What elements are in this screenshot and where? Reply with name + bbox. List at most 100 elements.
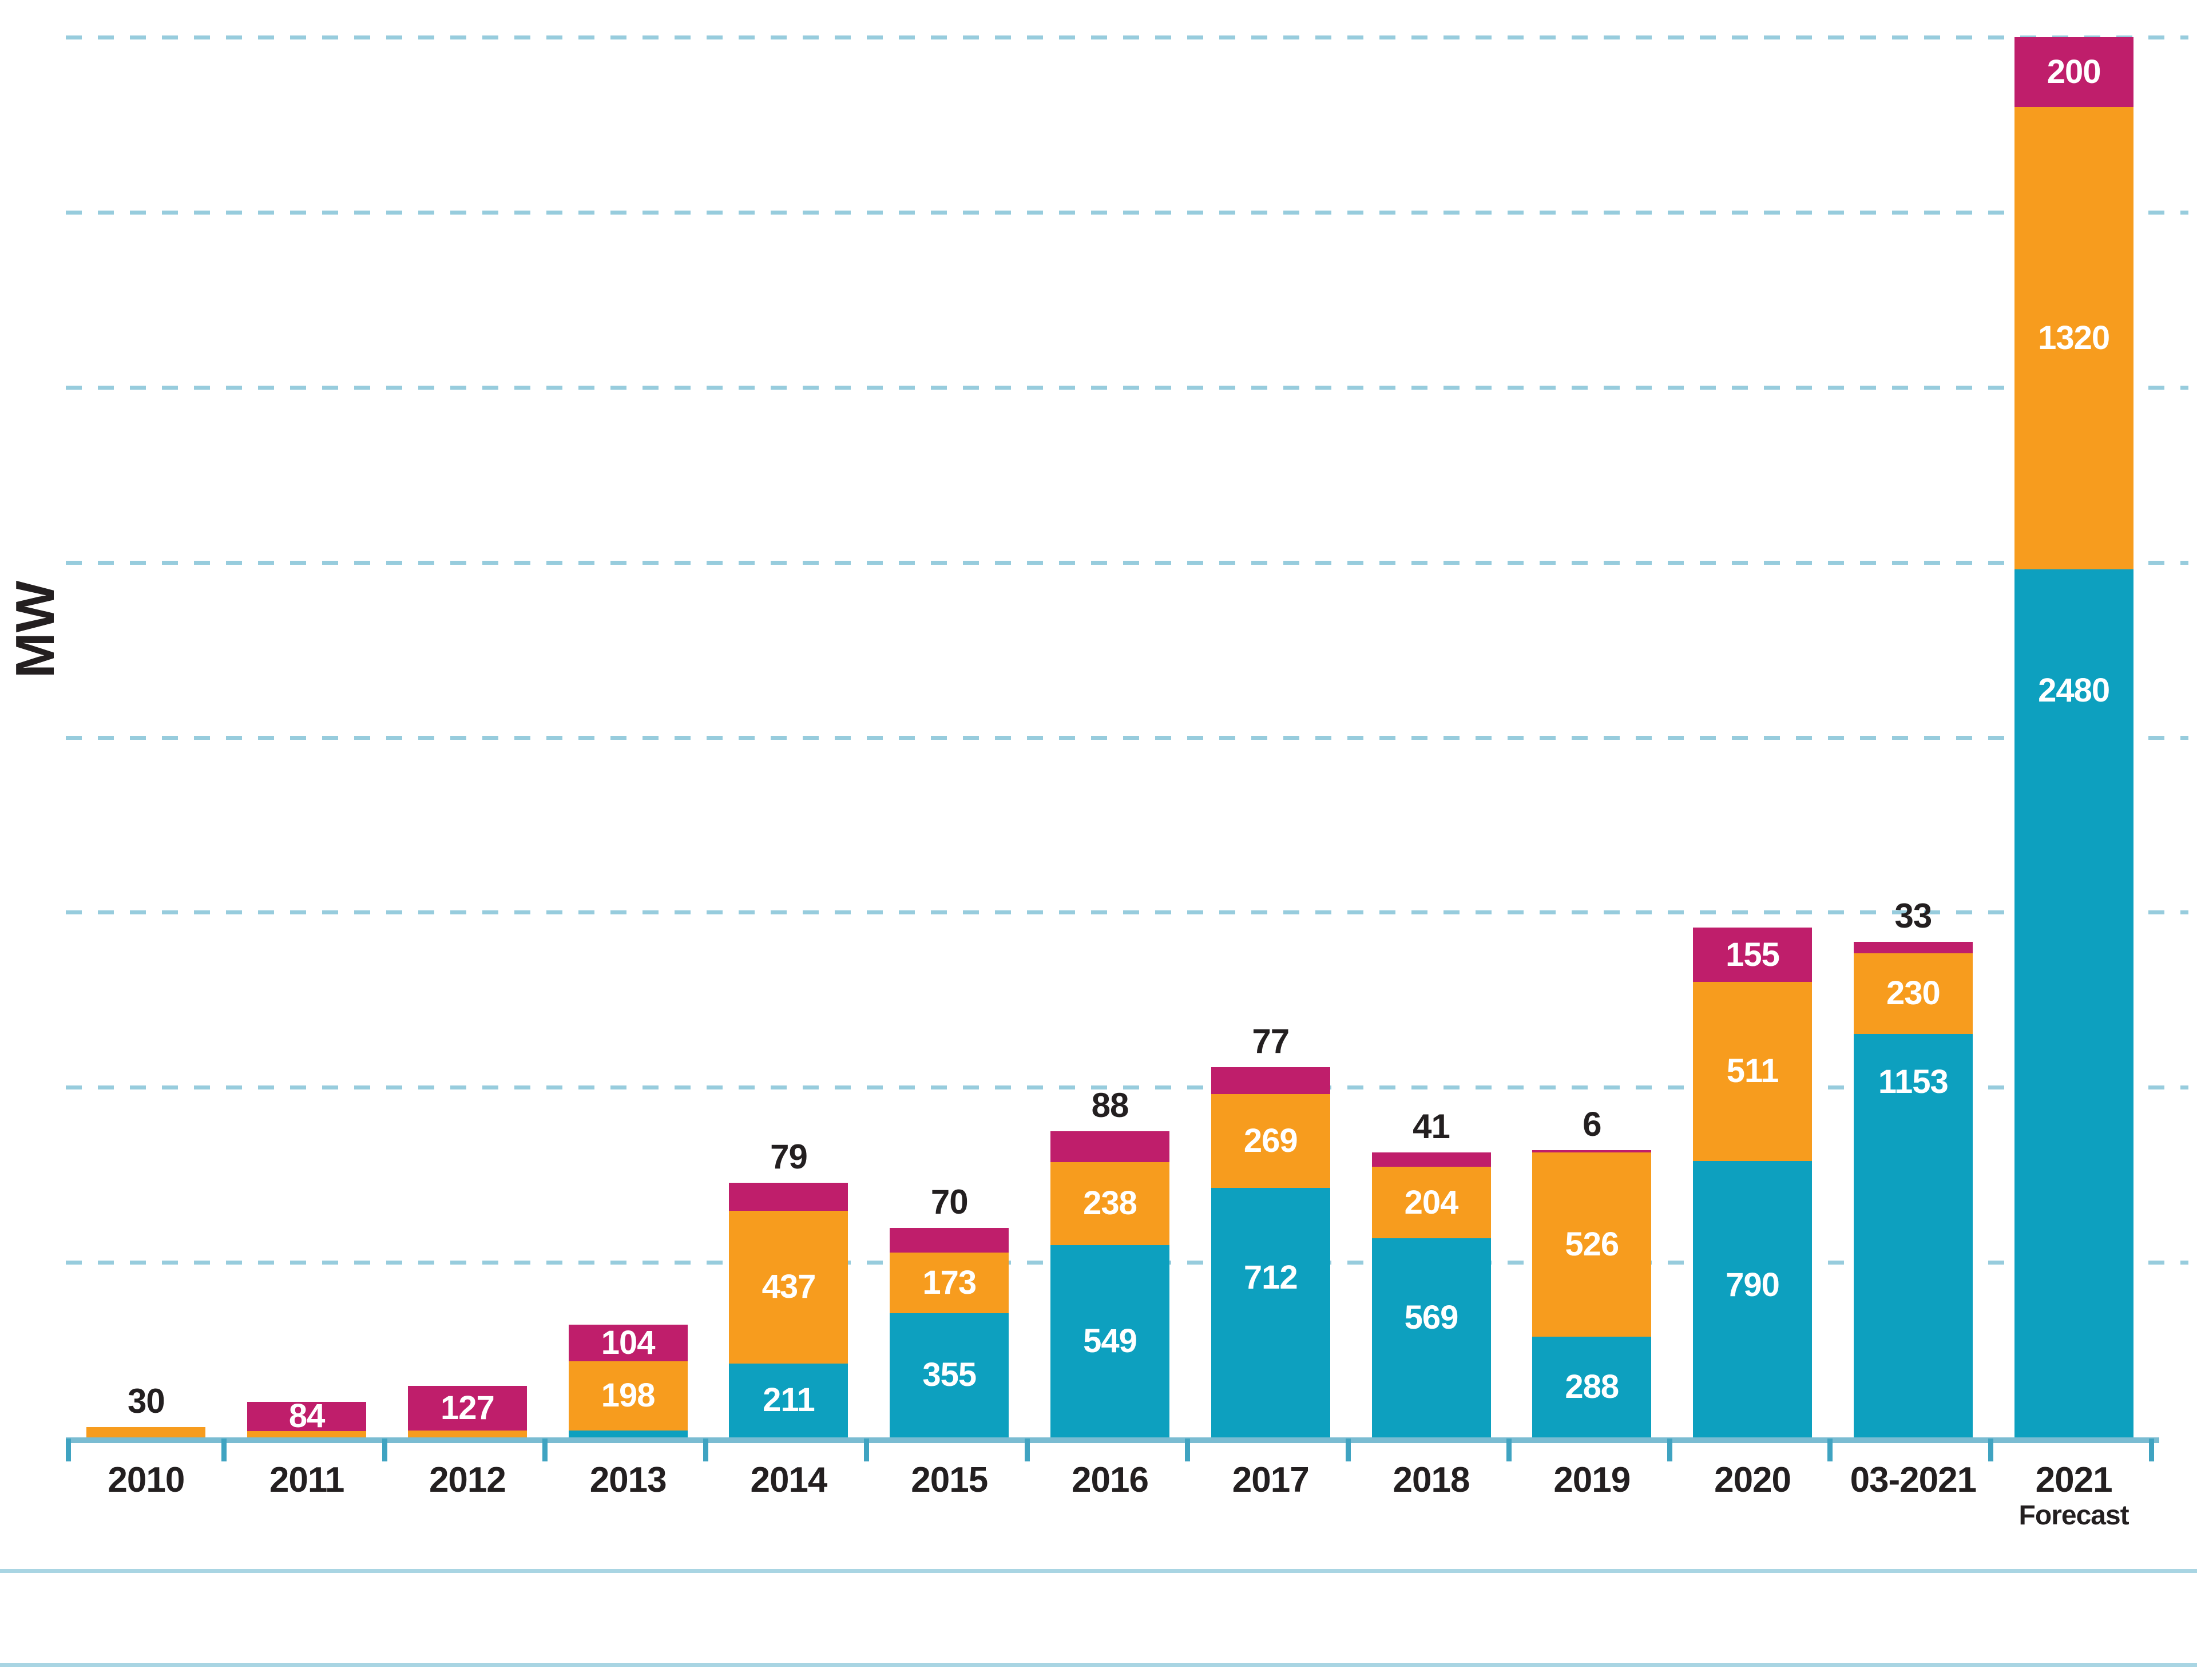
2014-solar-segment bbox=[729, 1363, 848, 1437]
2018-solar-segment bbox=[1371, 1238, 1491, 1437]
2017-other-segment bbox=[1211, 1067, 1330, 1094]
x-label-2014: 2014 bbox=[697, 1460, 881, 1500]
x-axis-tick-11 bbox=[1827, 1439, 1833, 1461]
gridline-1500 bbox=[66, 910, 2188, 915]
2010-outside-value: 30 bbox=[128, 1381, 165, 1420]
x-label-2012: 2012 bbox=[376, 1460, 560, 1500]
2015-other-segment bbox=[890, 1228, 1009, 1253]
2020-other-segment bbox=[1693, 928, 1813, 982]
x-label-line1: 2014 bbox=[750, 1460, 827, 1500]
x-label-2017: 2017 bbox=[1179, 1460, 1362, 1500]
03-2021-wind-value: 230 bbox=[1886, 974, 1941, 1012]
2012-other-segment bbox=[407, 1386, 527, 1431]
2013-solar-segment bbox=[568, 1430, 688, 1437]
2015-solar-value: 355 bbox=[922, 1356, 977, 1394]
2021-other-value: 200 bbox=[2047, 53, 2101, 91]
x-axis-tick-13 bbox=[2149, 1439, 2154, 1461]
2016-solar-segment bbox=[1050, 1245, 1169, 1437]
2016-outside-value: 88 bbox=[1091, 1085, 1129, 1124]
x-label-line1: 2011 bbox=[269, 1460, 345, 1500]
x-label-line1: 2021 bbox=[2035, 1460, 2113, 1500]
x-label-line1: 2016 bbox=[1072, 1460, 1149, 1500]
x-axis-tick-5 bbox=[863, 1439, 869, 1461]
plot-area: 30 2010 84 2011 127 2012 198 104 2013 211 437 79 201… bbox=[54, 35, 2188, 1531]
2019-outside-value: 6 bbox=[1583, 1105, 1601, 1144]
2018-wind-segment bbox=[1371, 1167, 1491, 1238]
2010-wind-segment bbox=[86, 1427, 206, 1437]
x-label-line2: Forecast bbox=[2018, 1500, 2129, 1531]
x-label-line1: 2012 bbox=[429, 1460, 506, 1500]
2018-wind-value: 204 bbox=[1404, 1183, 1459, 1221]
x-axis-tick-10 bbox=[1667, 1439, 1672, 1461]
x-label-2021: 2021 Forecast bbox=[1982, 1460, 2166, 1531]
x-axis-tick-4 bbox=[703, 1439, 709, 1461]
2017-wind-value: 269 bbox=[1243, 1122, 1298, 1160]
03-2021-wind-segment bbox=[1853, 953, 1973, 1034]
x-label-2013: 2013 bbox=[536, 1460, 720, 1500]
2011-other-value: 84 bbox=[288, 1397, 326, 1435]
2021-other-segment bbox=[2014, 37, 2133, 108]
2013-other-value: 104 bbox=[601, 1324, 656, 1361]
legend-divider-bottom bbox=[0, 1663, 2197, 1667]
2021-wind-segment bbox=[2014, 107, 2133, 569]
gridline-3500 bbox=[66, 210, 2188, 215]
03-2021-other-segment bbox=[1853, 941, 1973, 953]
gridline-2000 bbox=[66, 735, 2188, 740]
x-label-2018: 2018 bbox=[1339, 1460, 1523, 1500]
2016-solar-value: 549 bbox=[1083, 1322, 1137, 1360]
x-label-line1: 2018 bbox=[1393, 1460, 1470, 1500]
x-label-2010: 2010 bbox=[54, 1460, 238, 1500]
03-2021-outside-value: 33 bbox=[1894, 896, 1932, 935]
2014-wind-segment bbox=[729, 1210, 848, 1364]
gridline-2500 bbox=[66, 560, 2188, 565]
2011-other-segment bbox=[247, 1401, 367, 1431]
gridline-1000 bbox=[66, 1085, 2188, 1090]
2018-other-segment bbox=[1371, 1152, 1491, 1167]
x-label-2015: 2015 bbox=[858, 1460, 1041, 1500]
2021-solar-segment bbox=[2014, 569, 2133, 1437]
x-axis-tick-12 bbox=[1988, 1439, 1994, 1461]
x-axis-tick-6 bbox=[1024, 1439, 1030, 1461]
2017-wind-segment bbox=[1211, 1093, 1330, 1188]
x-label-03-2021: 03-2021 bbox=[1821, 1460, 2005, 1500]
x-label-line1: 2013 bbox=[589, 1460, 667, 1500]
gridline-3000 bbox=[66, 385, 2188, 390]
2016-other-segment bbox=[1050, 1131, 1169, 1162]
2018-solar-value: 569 bbox=[1404, 1299, 1459, 1337]
2019-wind-segment bbox=[1532, 1152, 1652, 1337]
legend-divider-top bbox=[0, 1569, 2197, 1573]
x-label-2016: 2016 bbox=[1018, 1460, 1202, 1500]
x-label-2011: 2011 bbox=[215, 1460, 399, 1500]
2017-solar-segment bbox=[1211, 1188, 1330, 1437]
2015-wind-segment bbox=[890, 1252, 1009, 1313]
x-label-line1: 2017 bbox=[1232, 1460, 1310, 1500]
2013-other-segment bbox=[568, 1325, 688, 1361]
2014-wind-value: 437 bbox=[762, 1268, 816, 1306]
2019-other-segment bbox=[1532, 1150, 1652, 1153]
2014-solar-value: 211 bbox=[763, 1381, 815, 1419]
2015-solar-segment bbox=[890, 1313, 1009, 1437]
2020-solar-segment bbox=[1693, 1160, 1813, 1437]
2019-solar-value: 288 bbox=[1565, 1368, 1619, 1405]
2013-wind-value: 198 bbox=[601, 1377, 656, 1414]
2018-outside-value: 41 bbox=[1413, 1107, 1450, 1146]
2012-other-value: 127 bbox=[441, 1389, 495, 1427]
2020-wind-segment bbox=[1693, 982, 1813, 1161]
gridline-4000 bbox=[66, 35, 2188, 39]
legend: SolarWindOther bbox=[0, 1569, 2197, 1663]
x-axis-tick-2 bbox=[382, 1439, 387, 1461]
x-label-2020: 2020 bbox=[1661, 1460, 1845, 1500]
03-2021-solar-value: 1153 bbox=[1878, 1063, 1949, 1101]
2020-wind-value: 511 bbox=[1726, 1052, 1779, 1090]
2012-wind-segment bbox=[407, 1430, 527, 1437]
2016-wind-segment bbox=[1050, 1162, 1169, 1246]
x-label-line1: 2019 bbox=[1553, 1460, 1631, 1500]
x-axis-tick-1 bbox=[221, 1439, 227, 1461]
2020-other-value: 155 bbox=[1726, 936, 1780, 973]
2013-wind-segment bbox=[568, 1361, 688, 1431]
2017-outside-value: 77 bbox=[1252, 1021, 1290, 1060]
x-label-line1: 2015 bbox=[911, 1460, 988, 1500]
2020-solar-value: 790 bbox=[1726, 1266, 1780, 1304]
x-axis-line bbox=[66, 1437, 2159, 1443]
